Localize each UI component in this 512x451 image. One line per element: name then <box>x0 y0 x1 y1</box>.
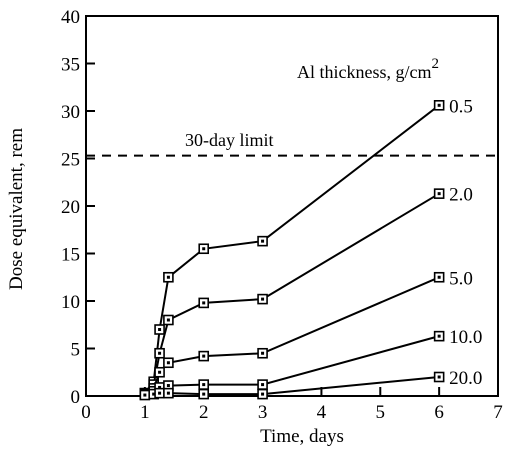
y-tick-label: 10 <box>61 292 80 313</box>
data-point-dot <box>158 385 162 389</box>
data-point-dot <box>166 275 170 279</box>
x-tick-label: 5 <box>376 402 386 423</box>
data-point-dot <box>152 392 156 396</box>
y-tick-label: 15 <box>61 245 80 266</box>
legend-title-superscript: 2 <box>431 56 439 72</box>
series-label: 0.5 <box>449 96 473 117</box>
data-point-dot <box>158 328 162 331</box>
legend-title: Al thickness, g/cm2 <box>297 56 439 82</box>
data-point-dot <box>437 275 441 279</box>
data-point-dot <box>158 351 162 355</box>
axis-ticks: 0 5 10 15 20 25 30 35 40 0 1 2 3 4 5 6 7 <box>61 7 503 423</box>
series-label: 5.0 <box>449 268 473 289</box>
y-tick-label: 25 <box>61 150 80 171</box>
x-tick-label: 1 <box>140 402 150 423</box>
data-point-dot <box>437 334 441 338</box>
y-tick-label: 30 <box>61 102 80 123</box>
y-tick-label: 0 <box>71 387 81 408</box>
thirty-day-limit-label: 30-day limit <box>185 130 274 150</box>
data-point-dot <box>158 370 162 374</box>
x-tick-label: 6 <box>434 402 444 423</box>
x-tick-label: 0 <box>81 402 91 423</box>
y-tick-label: 20 <box>61 197 80 218</box>
data-point-dot <box>143 393 147 397</box>
data-point-dot <box>202 392 206 396</box>
data-point-dot <box>202 301 206 305</box>
y-tick-label: 5 <box>71 340 81 361</box>
data-point-dot <box>261 392 265 396</box>
data-point-dot <box>166 318 170 322</box>
data-point-dot <box>202 247 206 251</box>
data-point-dot <box>437 375 441 379</box>
y-axis-title: Dose equivalent, rem <box>6 128 27 290</box>
data-point-dot <box>166 391 170 395</box>
x-tick-label: 7 <box>493 402 503 423</box>
y-tick-label: 35 <box>61 55 80 76</box>
x-tick-label: 4 <box>317 402 327 423</box>
series-label: 20.0 <box>449 368 482 389</box>
legend-title-text: Al thickness, g/cm <box>297 62 431 82</box>
series-1: 2.0 <box>139 185 473 399</box>
series-group: 0.5 2.0 5.0 10.0 20.0 <box>139 96 482 401</box>
x-tick-label: 3 <box>258 402 268 423</box>
series-line <box>144 192 440 394</box>
y-tick-label: 40 <box>61 7 80 28</box>
series-line <box>144 335 440 396</box>
data-point-dot <box>261 383 265 387</box>
series-4: 20.0 <box>139 368 482 401</box>
series-line <box>144 376 440 397</box>
data-point-dot <box>166 384 170 388</box>
data-point-dot <box>202 383 206 387</box>
data-point-dot <box>261 351 265 355</box>
data-point-dot <box>166 361 170 365</box>
data-point-dot <box>202 354 206 358</box>
x-tick-label: 2 <box>199 402 209 423</box>
data-point-dot <box>261 239 265 243</box>
data-point-dot <box>437 192 441 196</box>
series-label: 10.0 <box>449 327 482 348</box>
data-point-dot <box>261 297 265 301</box>
series-label: 2.0 <box>449 185 473 206</box>
series-3: 10.0 <box>139 327 482 400</box>
x-axis-title: Time, days <box>260 426 344 447</box>
data-point-dot <box>437 103 441 107</box>
data-point-dot <box>158 391 162 395</box>
